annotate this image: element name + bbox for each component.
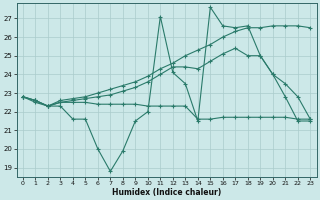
X-axis label: Humidex (Indice chaleur): Humidex (Indice chaleur) [112, 188, 221, 197]
